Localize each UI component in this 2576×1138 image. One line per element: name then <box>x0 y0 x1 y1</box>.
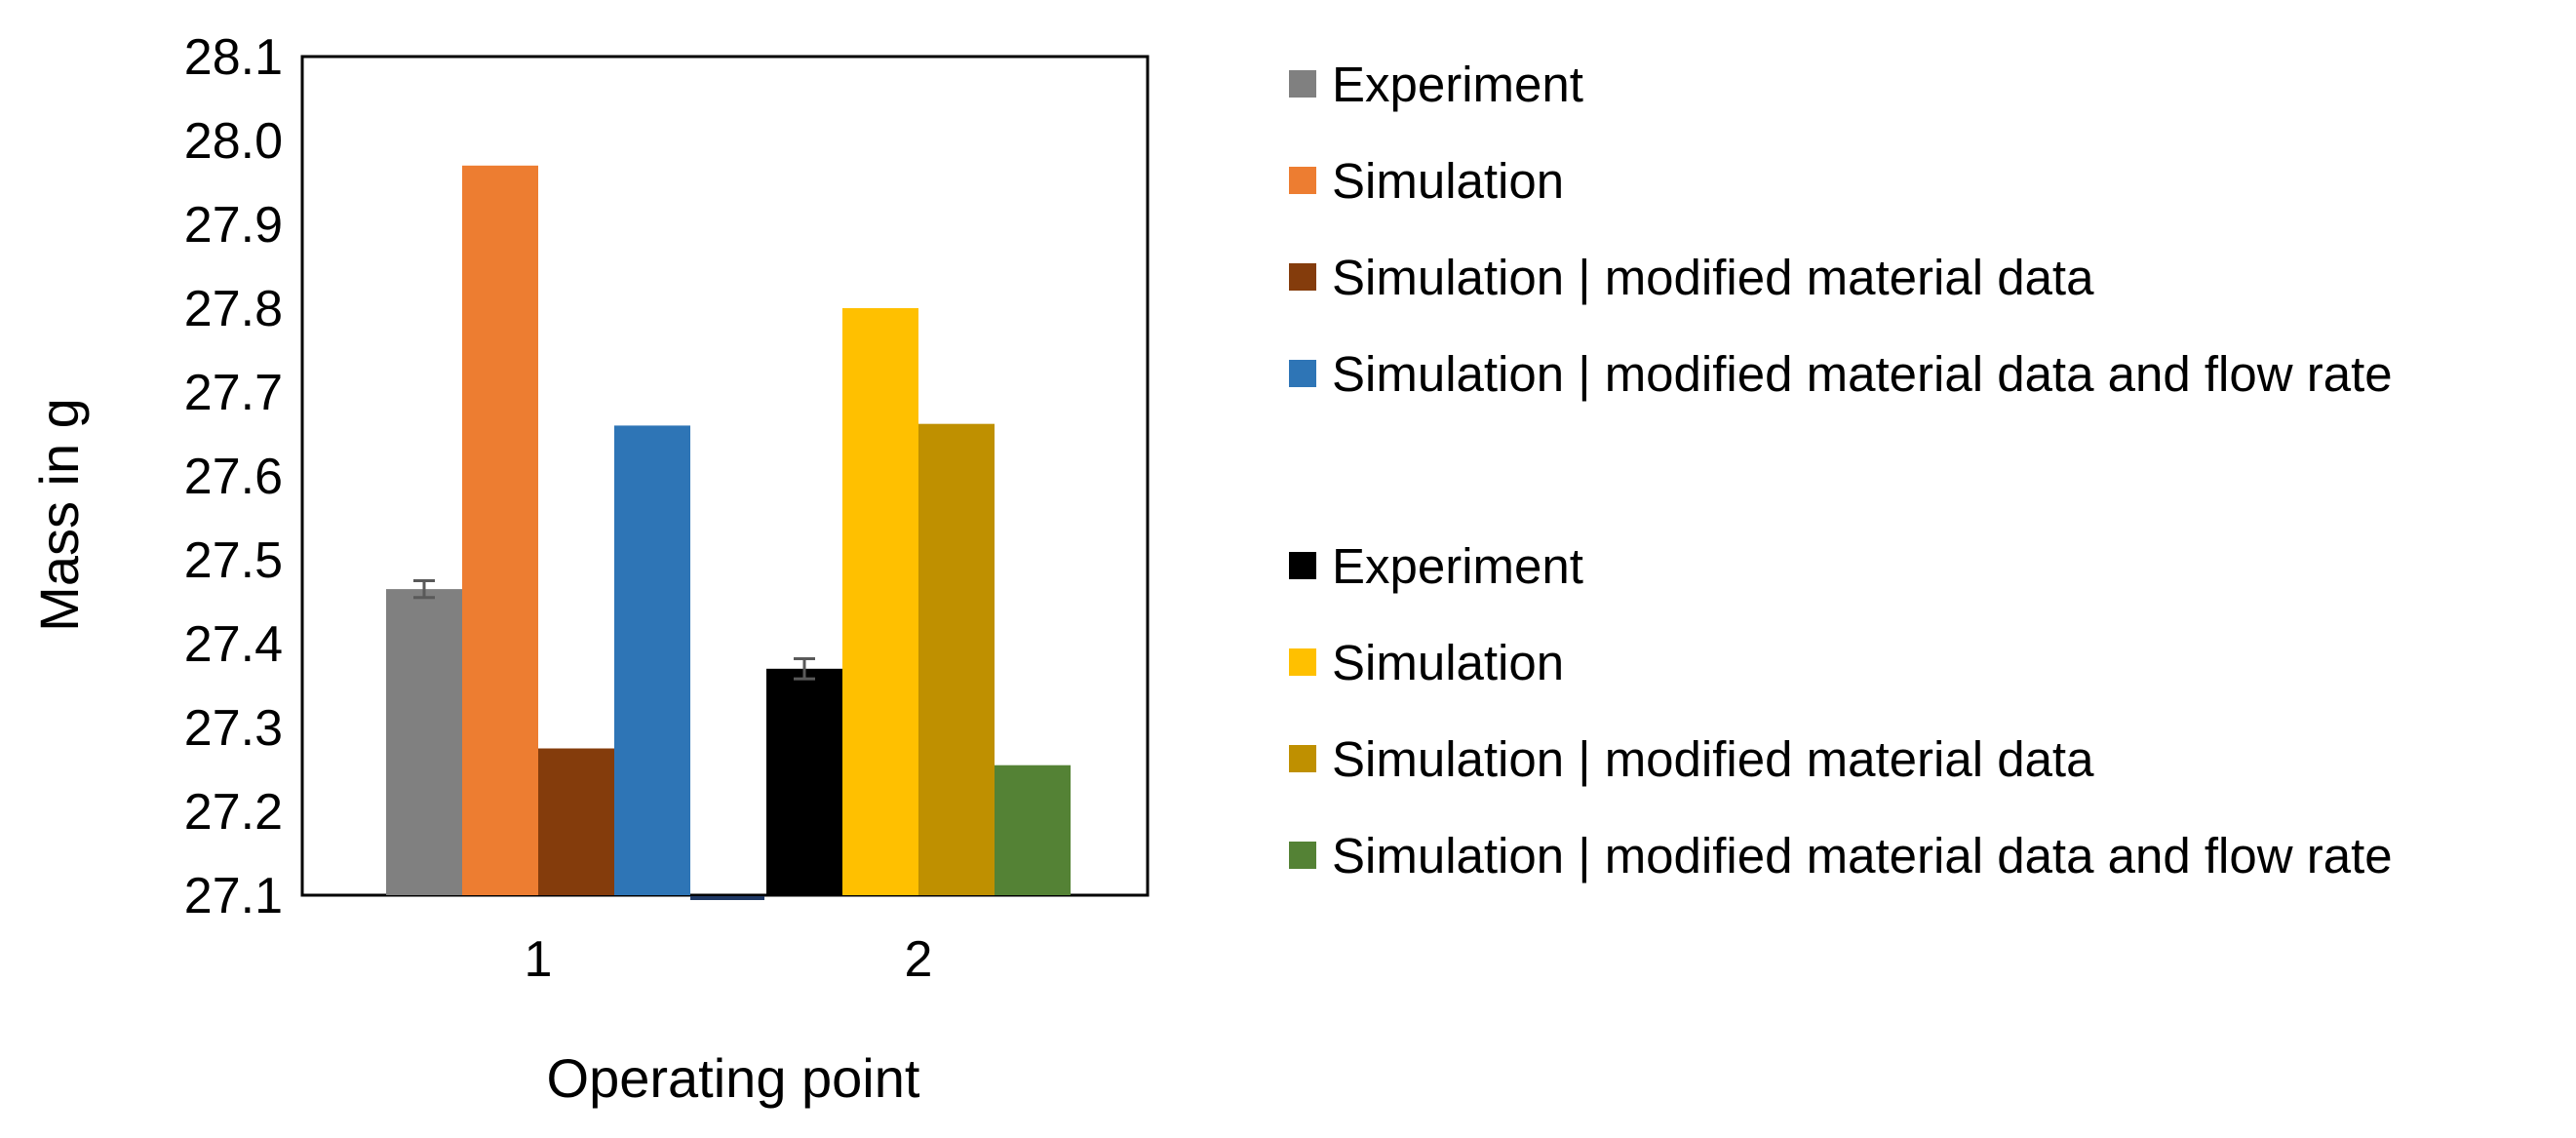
legend-item: Simulation | modified material data <box>1289 250 2094 305</box>
y-tick-label: 28.1 <box>184 29 283 86</box>
y-tick-label: 27.1 <box>184 868 283 924</box>
legend-swatch <box>1289 263 1316 291</box>
x-tick-label: 1 <box>525 931 553 988</box>
legend-label: Simulation <box>1332 153 1564 209</box>
legend-item: Simulation | modified material data <box>1289 731 2094 787</box>
y-tick-label: 27.5 <box>184 532 283 589</box>
bar-1-3 <box>538 748 614 895</box>
y-tick-label: 27.8 <box>184 281 283 337</box>
legend-swatch <box>1289 552 1316 579</box>
legend-item: Simulation | modified material data and … <box>1289 346 2393 402</box>
y-tick-label: 27.2 <box>184 784 283 841</box>
legend-label: Simulation <box>1332 635 1564 690</box>
y-tick-label: 27.9 <box>184 197 283 254</box>
bar-2-3 <box>918 423 995 895</box>
y-tick-label: 27.6 <box>184 449 283 505</box>
legend-item: Experiment <box>1289 57 1583 112</box>
bar-1-4 <box>614 425 690 895</box>
bar-1-2 <box>462 165 538 896</box>
legend-swatch <box>1289 360 1316 387</box>
legend-item: Simulation <box>1289 635 1564 690</box>
legend-swatch <box>1289 167 1316 194</box>
x-axis-title: Operating point <box>547 1047 920 1109</box>
legend: Experiment Simulation Simulation | modifie… <box>1289 57 2393 883</box>
error-bars <box>413 579 815 681</box>
y-axis-title: Mass in g <box>28 398 90 632</box>
bar-2-2 <box>842 308 918 895</box>
y-tick-label: 28.0 <box>184 113 283 170</box>
bar-2-4 <box>995 765 1071 895</box>
y-tick-label: 27.3 <box>184 700 283 757</box>
legend-label: Experiment <box>1332 57 1583 112</box>
legend-swatch <box>1289 842 1316 869</box>
y-tick-label: 27.4 <box>184 616 283 673</box>
legend-item: Simulation | modified material data and … <box>1289 828 2393 883</box>
legend-swatch <box>1289 70 1316 98</box>
legend-swatch <box>1289 745 1316 772</box>
bar-1-1 <box>386 589 462 895</box>
bar-2-1 <box>766 668 842 895</box>
y-axis-tick-labels: 27.1 27.2 27.3 27.4 27.5 27.6 27.7 27.8 27.9 28.0… <box>184 29 283 924</box>
legend-item: Simulation <box>1289 153 1564 209</box>
legend-label: Simulation | modified material data and … <box>1332 828 2393 883</box>
legend-label: Simulation | modified material data <box>1332 731 2094 787</box>
legend-swatch <box>1289 648 1316 676</box>
error-bar-2 <box>794 656 815 681</box>
x-tick-label: 2 <box>905 931 933 988</box>
error-bar-1 <box>413 579 435 600</box>
y-tick-label: 27.7 <box>184 365 283 421</box>
legend-label: Simulation | modified material data <box>1332 250 2094 305</box>
plot-area <box>300 55 1150 897</box>
legend-label: Simulation | modified material data and … <box>1332 346 2393 402</box>
legend-label: Experiment <box>1332 538 1583 594</box>
plot-frame <box>300 55 1150 897</box>
bars <box>386 165 1071 900</box>
legend-item: Experiment <box>1289 538 1583 594</box>
